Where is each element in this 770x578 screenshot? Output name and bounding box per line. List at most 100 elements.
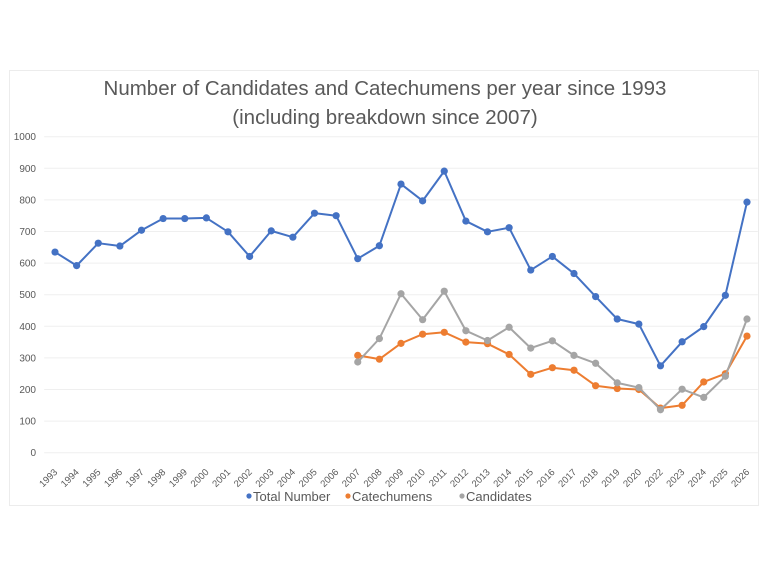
y-tick-label: 1000 — [14, 132, 37, 143]
data-point — [505, 323, 513, 331]
chart-subtitle: (including breakdown since 2007) — [232, 106, 537, 129]
x-tick-label: 2016 — [535, 467, 558, 490]
data-point — [462, 217, 470, 225]
data-point — [440, 328, 448, 336]
x-tick-label: 2007 — [340, 467, 363, 490]
data-point — [483, 336, 492, 345]
data-point — [678, 338, 686, 346]
x-tick-label: 2012 — [448, 467, 471, 490]
x-tick-label: 2001 — [210, 467, 233, 490]
data-point — [700, 378, 708, 386]
data-point — [743, 198, 751, 206]
y-tick-label: 100 — [19, 417, 36, 428]
data-point — [570, 269, 578, 278]
x-tick-label: 2024 — [686, 467, 709, 490]
y-tick-label: 400 — [19, 322, 36, 333]
line-chart: Number of Candidates and Catechumens per… — [14, 77, 758, 504]
x-tick-label: 1993 — [37, 467, 60, 490]
data-point — [354, 351, 362, 359]
data-point — [397, 290, 405, 298]
data-point — [375, 355, 383, 363]
x-tick-label: 2000 — [189, 467, 212, 490]
data-point — [397, 339, 405, 347]
data-point — [743, 315, 751, 323]
data-point — [743, 332, 751, 340]
data-point — [527, 266, 535, 274]
data-point — [397, 180, 405, 188]
data-point — [678, 385, 686, 393]
data-point — [613, 384, 621, 393]
legend-marker-icon — [459, 493, 465, 499]
x-tick-label: 1998 — [146, 467, 169, 490]
y-tick-label: 900 — [19, 164, 36, 175]
y-tick-label: 200 — [19, 385, 36, 396]
data-point — [721, 291, 729, 299]
x-tick-label: 2022 — [643, 467, 666, 490]
data-point — [613, 379, 621, 387]
x-tick-label: 2023 — [665, 467, 688, 490]
data-point — [440, 287, 448, 295]
series-line — [357, 290, 748, 411]
x-tick-label: 2011 — [427, 467, 449, 489]
data-point — [592, 292, 600, 301]
y-tick-label: 0 — [30, 448, 36, 459]
data-point — [354, 358, 362, 366]
data-point — [548, 364, 556, 372]
data-point — [419, 330, 427, 338]
chart-frame: Number of Candidates and Catechumens per… — [9, 70, 759, 506]
x-tick-label: 2006 — [319, 467, 342, 490]
x-tick-label: 2008 — [362, 467, 385, 490]
data-point — [635, 320, 643, 328]
y-tick-label: 500 — [19, 290, 36, 301]
series-layer — [51, 167, 751, 414]
legend: Total Number Catechumens Candidates — [246, 489, 532, 504]
y-tick-label: 600 — [19, 259, 36, 270]
data-point — [440, 167, 448, 175]
x-axis-ticks: 1993199419951996199719981999200020012002… — [37, 467, 752, 490]
data-point — [656, 362, 665, 370]
x-tick-label: 2002 — [232, 467, 255, 490]
data-point — [527, 344, 535, 352]
data-point — [548, 337, 556, 345]
data-point — [224, 228, 232, 236]
x-tick-label: 2020 — [621, 467, 644, 490]
x-tick-label: 1996 — [102, 467, 125, 490]
x-tick-label: 1997 — [124, 467, 147, 490]
data-point — [592, 382, 600, 390]
x-tick-label: 2026 — [729, 467, 752, 490]
data-point — [570, 366, 578, 374]
series-candidates — [354, 287, 751, 414]
legend-item: Total Number — [246, 489, 331, 504]
data-point — [181, 214, 189, 223]
data-point — [51, 248, 59, 256]
data-point — [462, 327, 470, 335]
legend-item: Candidates — [459, 489, 532, 504]
data-point — [700, 323, 708, 331]
data-point — [159, 214, 167, 223]
x-tick-label: 2015 — [513, 467, 536, 490]
x-tick-label: 2009 — [383, 467, 406, 490]
data-point — [116, 242, 124, 250]
data-point — [505, 350, 513, 359]
x-tick-label: 2010 — [405, 467, 428, 490]
chart-title: Number of Candidates and Catechumens per… — [104, 77, 667, 100]
data-point — [310, 209, 319, 217]
data-point — [94, 239, 102, 247]
legend-label: Catechumens — [352, 489, 433, 504]
x-tick-label: 1994 — [59, 467, 82, 490]
data-point — [137, 226, 146, 234]
x-tick-label: 2014 — [492, 467, 515, 490]
data-point — [267, 227, 275, 235]
data-point — [483, 228, 492, 236]
data-point — [375, 335, 383, 343]
legend-label: Total Number — [253, 489, 331, 504]
data-point — [548, 252, 556, 261]
data-point — [635, 384, 643, 392]
x-tick-label: 2003 — [254, 467, 277, 490]
data-point — [570, 351, 578, 359]
x-tick-label: 2018 — [578, 467, 601, 490]
data-point — [527, 370, 535, 378]
data-point — [613, 315, 621, 323]
data-point — [246, 252, 254, 261]
x-tick-label: 2005 — [297, 467, 320, 490]
